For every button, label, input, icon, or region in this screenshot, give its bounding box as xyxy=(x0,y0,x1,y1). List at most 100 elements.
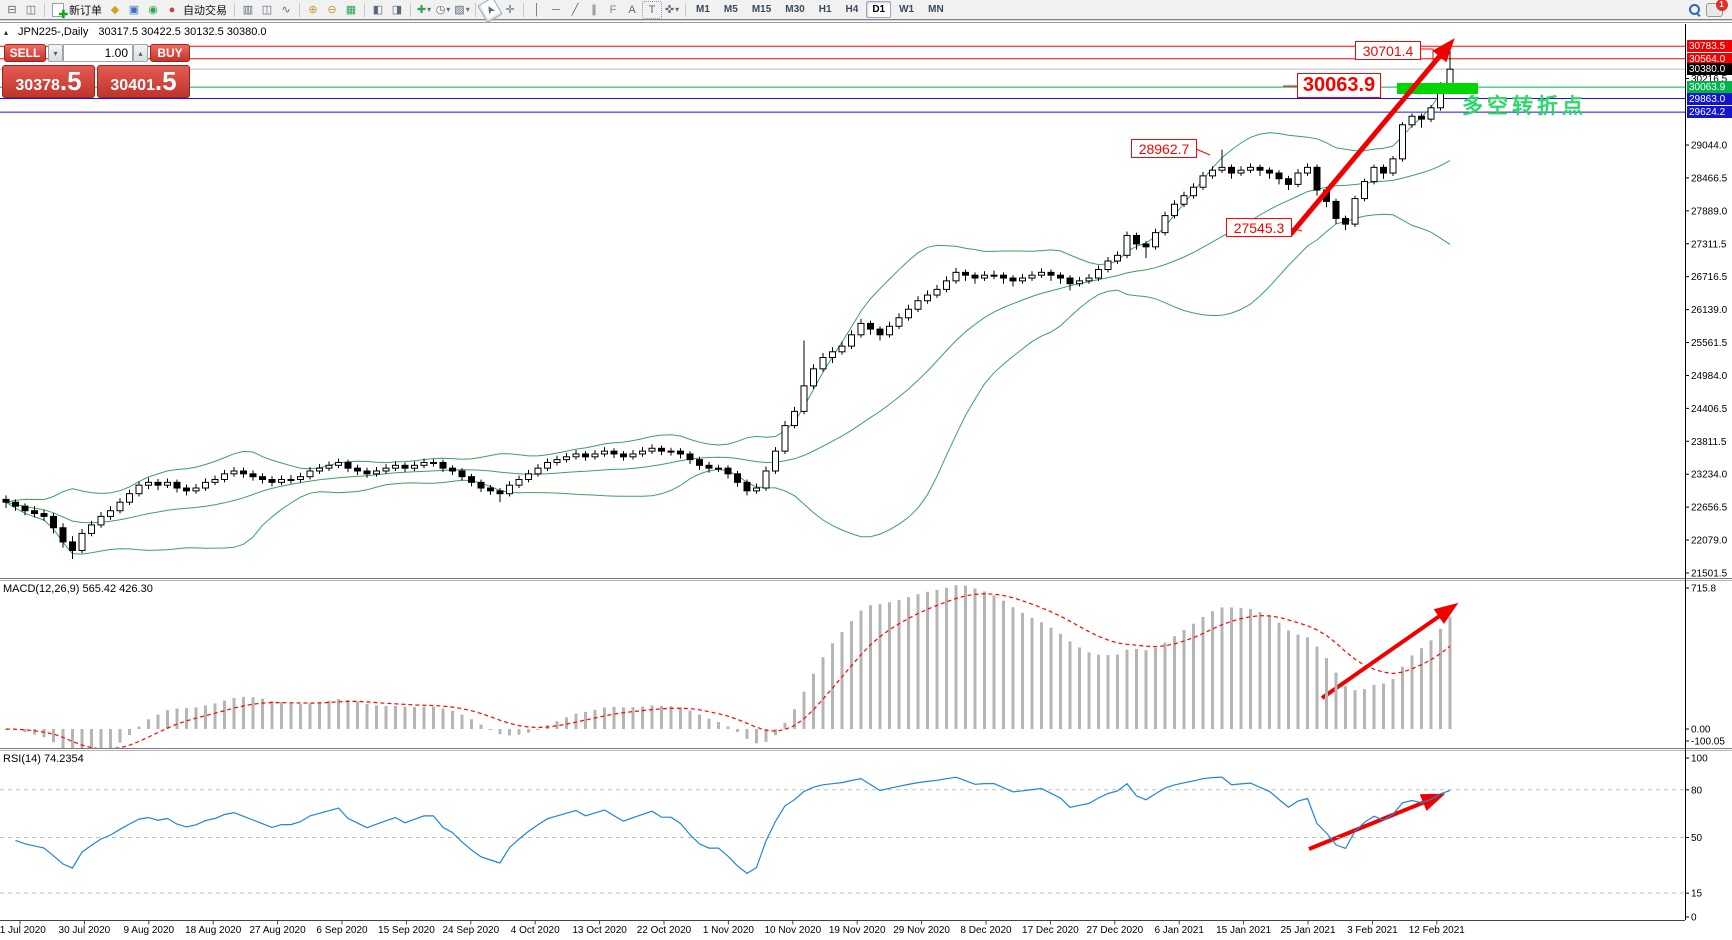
date-tick-label[interactable]: 12 Feb 2021 xyxy=(1409,925,1466,936)
candle-body[interactable] xyxy=(1275,172,1283,180)
timeframe-button-m15[interactable]: M15 xyxy=(751,4,772,15)
candle-body[interactable] xyxy=(1142,243,1150,248)
candle-body[interactable] xyxy=(392,464,399,469)
candle-body[interactable] xyxy=(781,425,789,452)
candle-body[interactable] xyxy=(1171,203,1178,217)
candle-body[interactable] xyxy=(97,515,105,526)
candle-body[interactable] xyxy=(791,410,798,427)
axis-price-badge-29863.0[interactable]: 29863.0 xyxy=(1687,93,1732,105)
annotation-resistance-mid[interactable]: 28962.7 xyxy=(1131,139,1197,158)
candle-body[interactable] xyxy=(259,476,266,481)
search-icon[interactable] xyxy=(1686,2,1704,18)
candle-body[interactable] xyxy=(496,490,504,495)
date-tick-label[interactable]: 18 Aug 2020 xyxy=(185,925,242,936)
timeframe-button-mn[interactable]: MN xyxy=(928,4,944,15)
candle-body[interactable] xyxy=(686,453,694,461)
candle-body[interactable] xyxy=(297,476,304,481)
candle-body[interactable] xyxy=(1000,274,1007,279)
candle-body[interactable] xyxy=(772,450,779,472)
candle-body[interactable] xyxy=(544,461,551,469)
candle-body[interactable] xyxy=(848,334,855,347)
candle-body[interactable] xyxy=(154,481,162,486)
trend-arrow-main[interactable] xyxy=(1288,38,1455,237)
candle-body[interactable] xyxy=(1019,277,1026,282)
candle-body[interactable] xyxy=(1313,166,1321,191)
community-icon[interactable]: ◉ xyxy=(148,4,158,16)
candle-body[interactable] xyxy=(876,328,884,336)
candle-body[interactable] xyxy=(249,473,257,478)
candle-body[interactable] xyxy=(1057,274,1064,279)
date-tick-label[interactable]: 15 Jan 2021 xyxy=(1216,925,1271,936)
sell-button[interactable]: SELL xyxy=(4,44,46,62)
candle-body[interactable] xyxy=(1028,274,1036,279)
candle-body[interactable] xyxy=(1304,166,1311,174)
candle-body[interactable] xyxy=(477,481,485,489)
arrows-tool-icon[interactable]: ✜ ▾ xyxy=(663,2,681,18)
candle-body[interactable] xyxy=(658,447,665,452)
timeframe-button-m1[interactable]: M1 xyxy=(696,4,710,15)
tile-windows-icon[interactable]: ▦ xyxy=(345,4,357,16)
candle-body[interactable] xyxy=(439,461,447,469)
candle-body[interactable] xyxy=(31,510,38,515)
date-tick-label[interactable]: 27 Aug 2020 xyxy=(250,925,307,936)
date-tick-label[interactable]: 4 Oct 2020 xyxy=(511,925,560,936)
timeframe-button-h1[interactable]: H1 xyxy=(818,4,832,15)
candle-body[interactable] xyxy=(2,498,10,503)
date-tick-label[interactable]: 6 Sep 2020 xyxy=(316,925,368,936)
candle-body[interactable] xyxy=(905,308,912,319)
candle-body[interactable] xyxy=(1446,68,1454,86)
candle-body[interactable] xyxy=(211,479,219,483)
date-tick-label[interactable]: 15 Sep 2020 xyxy=(378,925,435,936)
cursor-tool-icon[interactable]: ➤ xyxy=(477,0,503,23)
candle-body[interactable] xyxy=(1190,186,1197,197)
candle-body[interactable] xyxy=(553,459,561,463)
date-tick-label[interactable]: 6 Jan 2021 xyxy=(1154,925,1204,936)
candle-body[interactable] xyxy=(21,505,29,512)
candle-body[interactable] xyxy=(572,453,580,458)
date-tick-label[interactable]: 24 Sep 2020 xyxy=(442,925,499,936)
candle-body[interactable] xyxy=(1066,277,1074,285)
candle-body[interactable] xyxy=(430,461,437,464)
candle-body[interactable] xyxy=(667,450,675,453)
candle-body[interactable] xyxy=(800,385,808,412)
horizontal-line-tool-icon[interactable]: ─ xyxy=(552,3,560,16)
candle-body[interactable] xyxy=(1038,271,1045,276)
timeframe-button-m5[interactable]: M5 xyxy=(723,4,738,15)
candle-body[interactable] xyxy=(734,473,741,483)
candle-body[interactable] xyxy=(1228,166,1235,174)
candle-body[interactable] xyxy=(1408,115,1416,126)
candle-body[interactable] xyxy=(1380,166,1387,174)
notifications-icon[interactable]: 1 xyxy=(1705,0,1728,18)
candle-body[interactable] xyxy=(268,479,276,483)
candle-body[interactable] xyxy=(867,322,874,330)
zoom-in-icon[interactable]: ⊕ xyxy=(308,4,318,16)
candle-body[interactable] xyxy=(1180,195,1188,205)
candle-body[interactable] xyxy=(1218,166,1226,171)
date-tick-label[interactable]: 9 Aug 2020 xyxy=(123,925,174,936)
vertical-line-tool-icon[interactable]: │ xyxy=(533,3,541,16)
candle-body[interactable] xyxy=(1114,254,1121,262)
candle-body[interactable] xyxy=(411,464,418,469)
timeframe-button-m30[interactable]: M30 xyxy=(785,4,805,15)
candle-body[interactable] xyxy=(1085,277,1093,282)
zoom-out-icon[interactable]: ⊖ xyxy=(327,4,337,16)
candle-body[interactable] xyxy=(487,487,494,492)
candle-body[interactable] xyxy=(515,479,523,486)
date-tick-label[interactable]: 19 Nov 2020 xyxy=(829,925,886,936)
bar-chart-icon[interactable]: ▥ xyxy=(242,4,254,16)
candle-body[interactable] xyxy=(107,510,114,517)
candle-body[interactable] xyxy=(145,481,152,486)
candle-body[interactable] xyxy=(240,470,247,475)
window-icon[interactable]: ⊟ xyxy=(7,4,17,16)
candle-body[interactable] xyxy=(1152,232,1159,248)
timeframe-button-w1[interactable]: W1 xyxy=(899,4,915,15)
buy-button[interactable]: BUY xyxy=(150,44,190,62)
candle-body[interactable] xyxy=(221,473,228,481)
bid-price-panel[interactable]: 30378 .5 xyxy=(2,65,95,98)
candle-body[interactable] xyxy=(363,470,371,475)
candle-body[interactable] xyxy=(743,481,751,492)
candle-body[interactable] xyxy=(183,487,190,492)
candle-body[interactable] xyxy=(316,467,323,472)
candle-body[interactable] xyxy=(50,515,57,529)
